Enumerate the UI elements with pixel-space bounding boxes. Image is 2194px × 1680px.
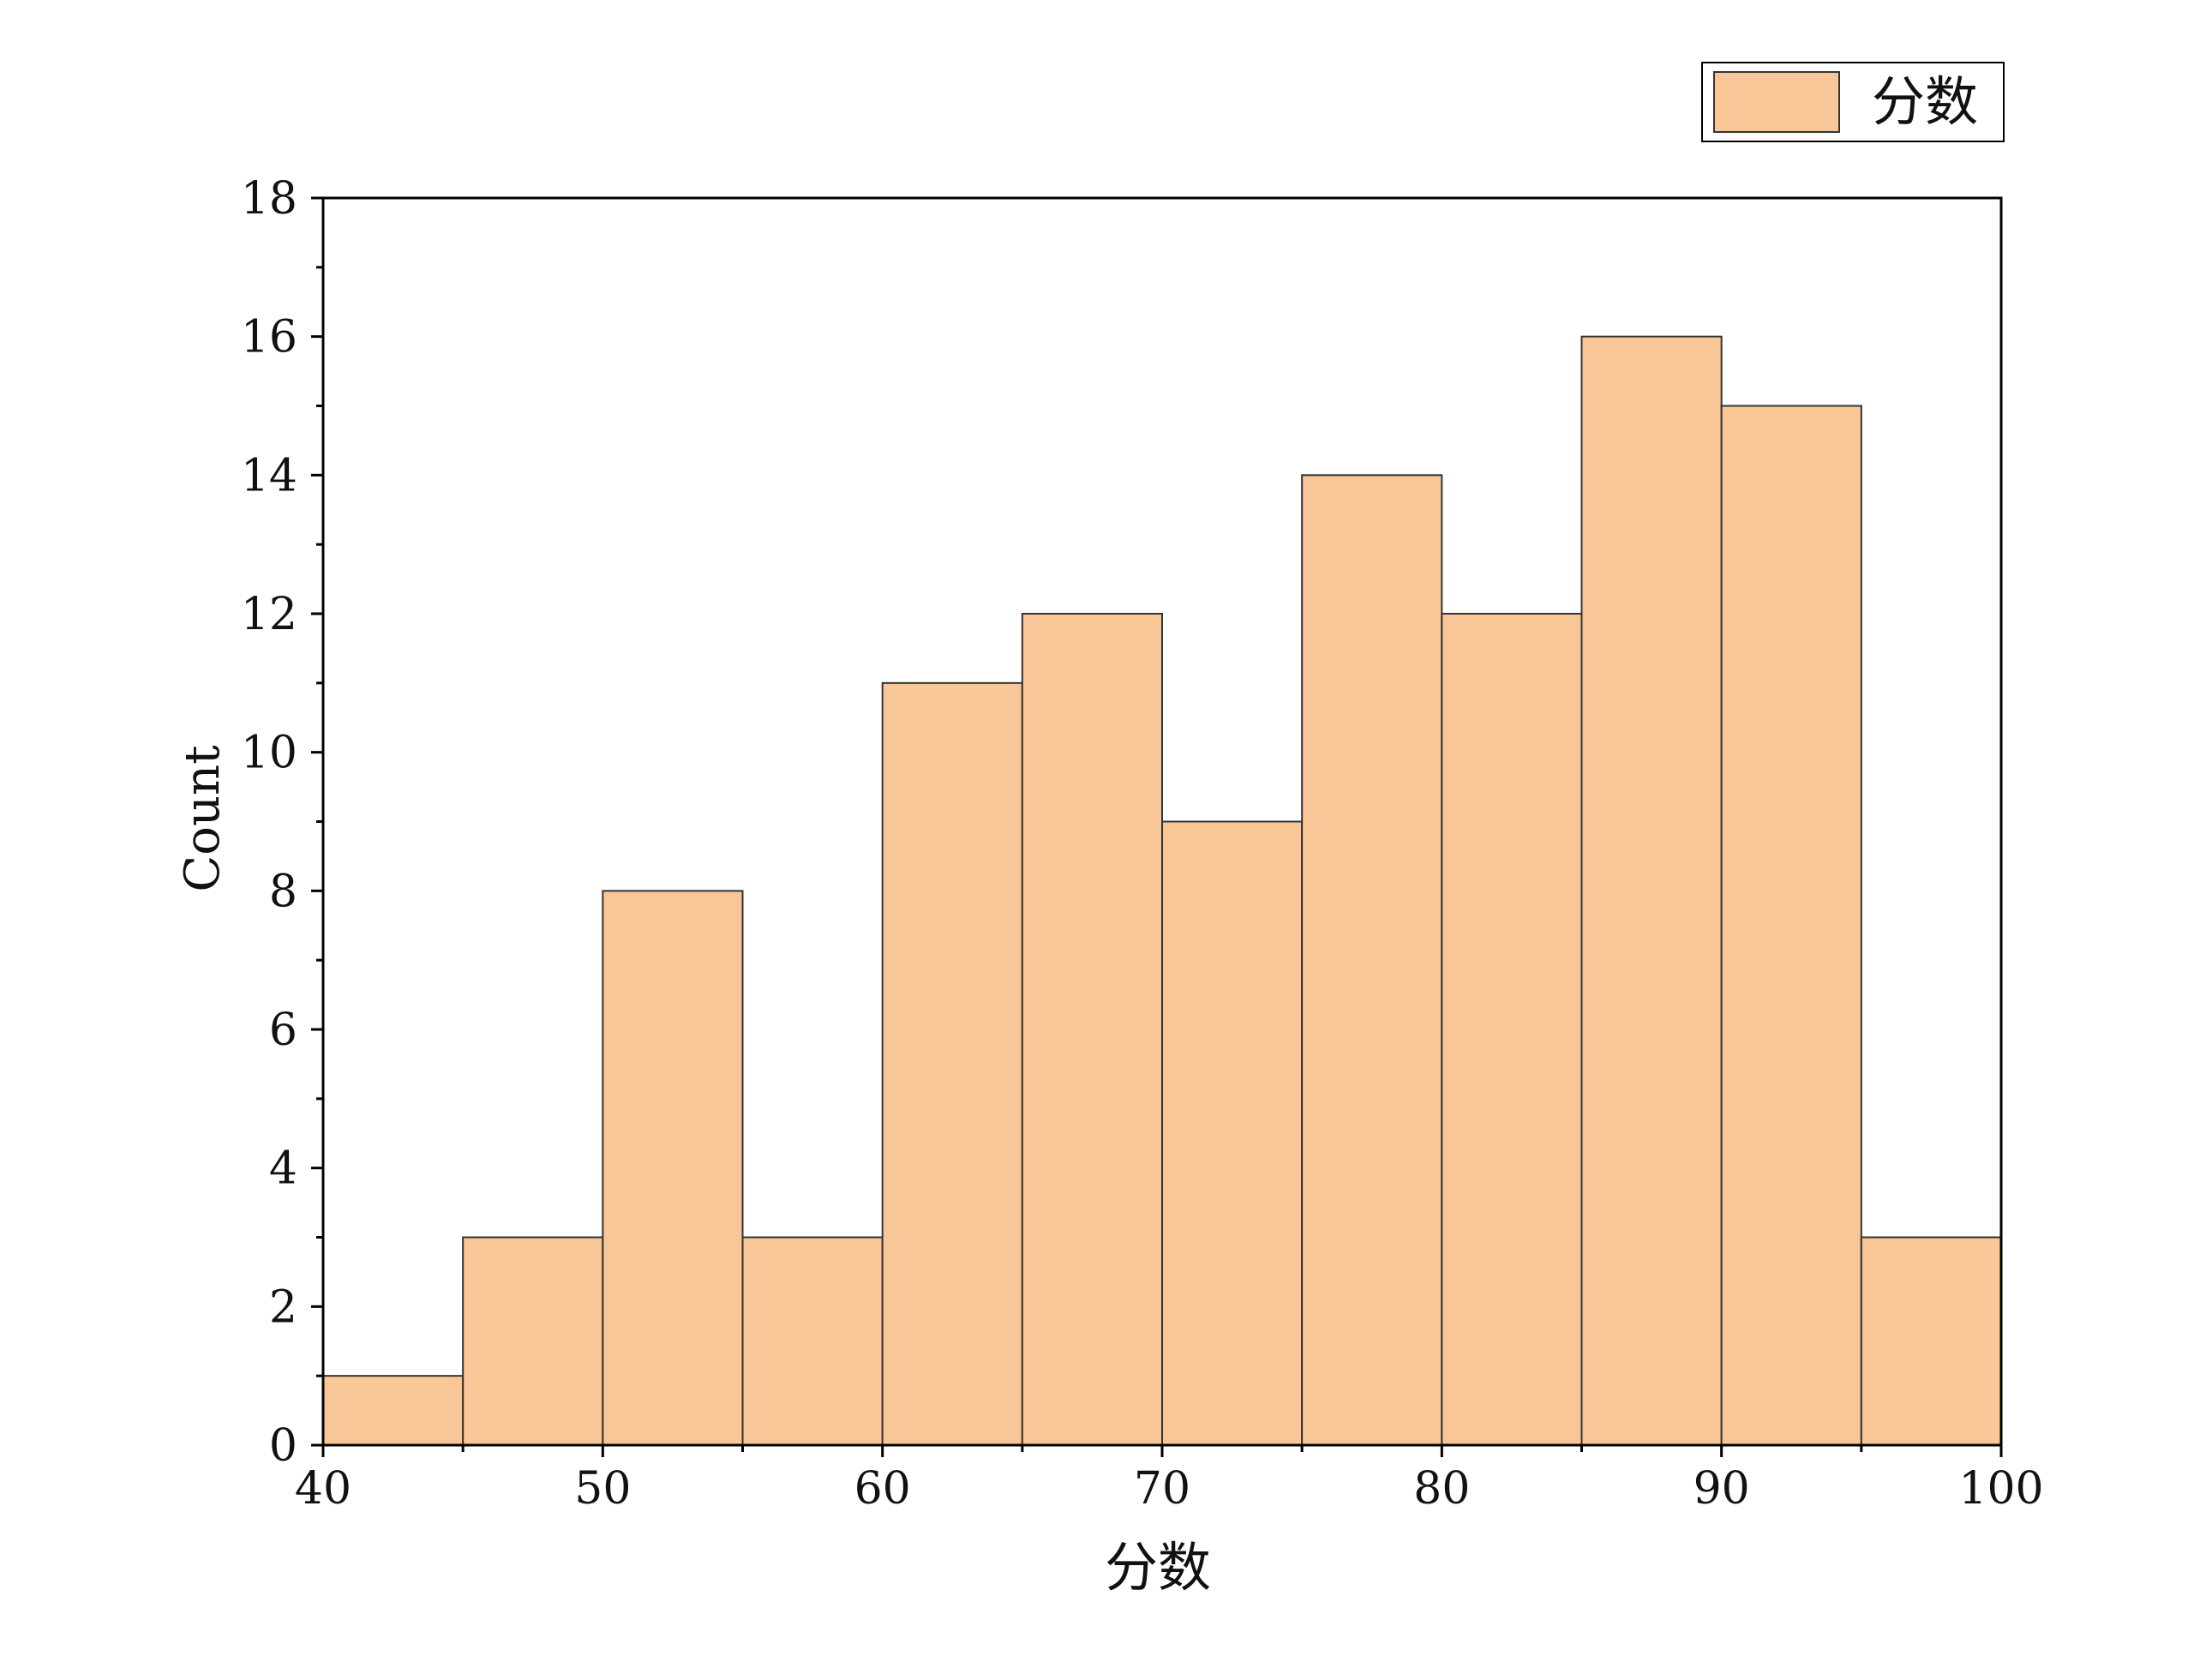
histogram-bar xyxy=(1301,474,1443,1446)
histogram-bar xyxy=(741,1236,884,1446)
x-tick-label: 90 xyxy=(1693,1463,1750,1515)
histogram-bar xyxy=(1441,613,1583,1446)
histogram-bar xyxy=(602,890,744,1447)
legend-swatch xyxy=(1713,71,1840,133)
y-tick-label: 4 xyxy=(269,1143,297,1195)
x-axis-label: 分数 xyxy=(1105,1536,1211,1599)
x-tick-label: 70 xyxy=(1134,1463,1190,1515)
histogram-bar xyxy=(462,1236,604,1446)
y-tick-label: 12 xyxy=(241,589,297,640)
y-tick-label: 18 xyxy=(241,173,297,225)
y-tick-label: 16 xyxy=(241,312,297,363)
y-tick-label: 8 xyxy=(269,866,297,917)
histogram-bar xyxy=(881,681,1023,1446)
y-tick-label: 6 xyxy=(269,1005,297,1056)
histogram-bar xyxy=(322,1375,465,1446)
histogram-bar xyxy=(1580,335,1723,1447)
x-tick-label: 50 xyxy=(574,1463,631,1515)
legend: 分数 xyxy=(1701,62,2005,142)
y-tick-label: 0 xyxy=(269,1420,297,1472)
histogram-bar xyxy=(1860,1236,2002,1446)
x-tick-label: 100 xyxy=(1958,1463,2043,1515)
x-tick-label: 60 xyxy=(854,1463,911,1515)
y-axis-ticks: 0 2 4 6 8 10 12 14 16 18 xyxy=(241,173,323,1472)
histogram-bar xyxy=(1720,405,1862,1446)
y-tick-label: 14 xyxy=(241,450,297,501)
x-axis-ticks: 40 50 60 70 80 90 100 xyxy=(295,1445,2044,1515)
histogram-bar xyxy=(1161,820,1304,1446)
x-tick-label: 40 xyxy=(295,1463,351,1515)
x-tick-label: 80 xyxy=(1413,1463,1470,1515)
legend-label: 分数 xyxy=(1872,70,1978,133)
histogram-bar xyxy=(1021,613,1164,1446)
y-axis-label: Count xyxy=(175,745,231,892)
y-tick-label: 2 xyxy=(269,1281,297,1333)
bars-group xyxy=(322,335,2002,1447)
y-tick-label: 10 xyxy=(241,728,297,779)
